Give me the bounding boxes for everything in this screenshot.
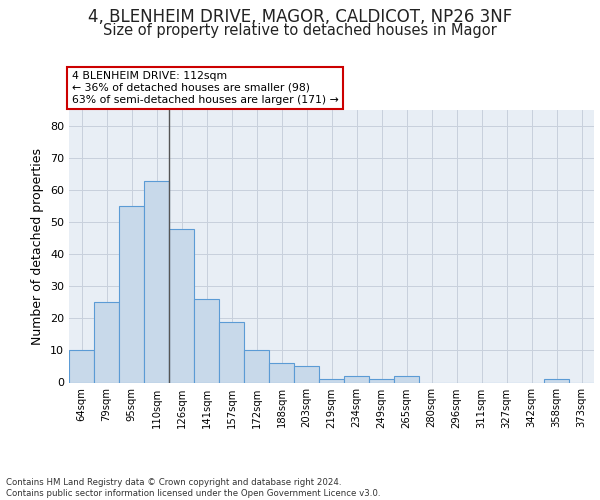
Text: 4 BLENHEIM DRIVE: 112sqm
← 36% of detached houses are smaller (98)
63% of semi-d: 4 BLENHEIM DRIVE: 112sqm ← 36% of detach…: [71, 72, 338, 104]
Bar: [544, 380, 569, 382]
Bar: [344, 376, 369, 382]
Text: 4, BLENHEIM DRIVE, MAGOR, CALDICOT, NP26 3NF: 4, BLENHEIM DRIVE, MAGOR, CALDICOT, NP26…: [88, 8, 512, 26]
Bar: [294, 366, 319, 382]
Bar: [369, 380, 394, 382]
Bar: [194, 299, 219, 382]
Bar: [144, 180, 169, 382]
Bar: [94, 302, 119, 382]
Bar: [169, 228, 194, 382]
Bar: [244, 350, 269, 382]
Text: Size of property relative to detached houses in Magor: Size of property relative to detached ho…: [103, 22, 497, 38]
Bar: [69, 350, 94, 382]
Y-axis label: Number of detached properties: Number of detached properties: [31, 148, 44, 345]
Bar: [394, 376, 419, 382]
Text: Contains HM Land Registry data © Crown copyright and database right 2024.
Contai: Contains HM Land Registry data © Crown c…: [6, 478, 380, 498]
Bar: [119, 206, 144, 382]
Bar: [269, 364, 294, 382]
Bar: [319, 380, 344, 382]
Bar: [219, 322, 244, 382]
